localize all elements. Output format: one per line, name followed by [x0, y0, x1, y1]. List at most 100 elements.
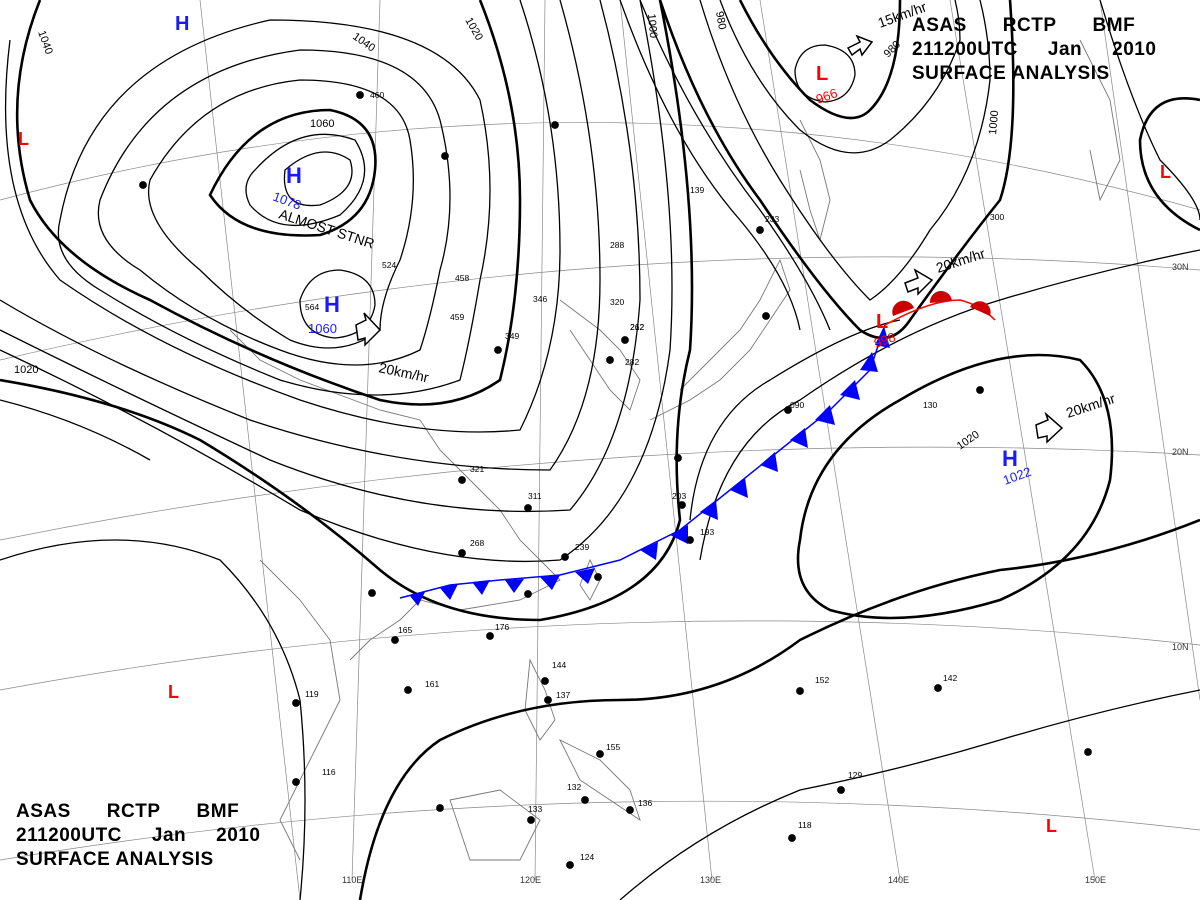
header-title-top: ASAS RCTP BMF 211200UTC Jan 2010 SURFACE ANA…	[912, 14, 1156, 86]
station-value: 564	[305, 302, 319, 312]
cold-front-line	[399, 324, 886, 599]
isobar-label: 1020	[14, 364, 38, 376]
station-value: 349	[505, 331, 519, 341]
cold-front-barb	[730, 478, 748, 498]
station-value: 458	[455, 273, 469, 283]
graticule-labels: 110E 120E 130E 140E 150E 30N 20N 10N	[342, 262, 1189, 885]
isobar-east-ne2	[1138, 97, 1200, 232]
header-agency: ASAS	[16, 801, 71, 822]
header-agency: ASAS	[912, 15, 967, 36]
station-value: 460	[370, 90, 384, 100]
station-value: 124	[580, 852, 594, 862]
coast-indochina	[259, 559, 341, 861]
warm-front-bump	[892, 300, 914, 316]
isobar-984	[719, 0, 961, 154]
stationary-note: ALMOST STNR	[277, 206, 376, 252]
header-code: BMF	[196, 801, 240, 822]
station-value: 165	[398, 625, 412, 635]
station-value: 288	[610, 240, 624, 250]
high-marker-icon: H	[286, 163, 302, 188]
coast-luzon	[524, 658, 556, 741]
station-value: 137	[556, 690, 570, 700]
coast-philippines	[558, 738, 641, 822]
header-year: 2010	[216, 825, 261, 846]
station-value: 129	[848, 770, 862, 780]
motion-arrow-icon	[846, 34, 874, 57]
low-marker-icon: L	[18, 129, 29, 149]
latitude-label: 30N	[1172, 262, 1189, 272]
parallel-10n	[0, 620, 1200, 691]
isobar-1020	[0, 0, 694, 622]
station-value: 130	[923, 400, 937, 410]
isobar-1008-north	[619, 0, 801, 331]
low-marker-icon: L	[168, 682, 179, 702]
isobar-980	[738, 0, 902, 120]
isobar-1028	[0, 0, 641, 513]
coast-japan	[649, 258, 791, 421]
station-value: 132	[567, 782, 581, 792]
station-value: 142	[943, 673, 957, 683]
isobar-label: 980	[882, 39, 903, 60]
isobar-east-ne	[1099, 0, 1200, 221]
low-value: 966	[814, 85, 840, 107]
station-value: 152	[815, 675, 829, 685]
cold-front-barb	[860, 352, 878, 372]
station-value: 311	[528, 491, 542, 501]
station-value: 282	[625, 357, 639, 367]
cold-front-barb	[790, 428, 808, 448]
isobar-1048	[57, 19, 491, 396]
parallel-20n	[0, 446, 1200, 541]
header-product: SURFACE ANALYSIS	[16, 849, 214, 870]
high-marker-icon: H	[324, 292, 340, 317]
isobar-1012-east	[689, 319, 901, 521]
station-value: 459	[450, 312, 464, 322]
parallel-40n	[0, 122, 1200, 211]
isobar-972	[794, 44, 856, 103]
coast-kamchatka	[1079, 39, 1121, 202]
isobar-1056	[148, 79, 414, 349]
longitude-label: 150E	[1085, 875, 1106, 885]
isobar-1060-small	[299, 269, 376, 339]
station-value: 116	[322, 767, 336, 777]
isobar-label: 1020	[462, 16, 485, 43]
station-value: 161	[425, 679, 439, 689]
longitude-label: 120E	[520, 875, 541, 885]
parallel-0	[0, 800, 1200, 861]
cold-front-barb	[472, 580, 490, 595]
isobar-1076	[245, 133, 366, 226]
isobar-1008	[619, 689, 1200, 900]
isobar-label: 1040	[350, 31, 377, 55]
cold-front-barb	[575, 568, 595, 584]
motion-arrow-icon	[904, 268, 934, 296]
low-marker-icon: L	[876, 311, 888, 333]
isobar-1052	[97, 49, 451, 366]
isobar-1060	[208, 108, 377, 237]
station-value: 119	[305, 689, 319, 699]
isobar-1016	[0, 539, 306, 900]
header-product: SURFACE ANALYSIS	[912, 63, 1110, 84]
isobar-label: 1000	[645, 13, 659, 38]
header-time: 211200UTC	[16, 825, 122, 846]
station-value: 320	[610, 297, 624, 307]
meridian-150e	[949, 0, 1096, 881]
high-value: 1060	[308, 321, 337, 336]
cold-front-barb	[505, 579, 524, 593]
isobar-label: 980	[713, 10, 728, 30]
motion-arrows	[355, 34, 1064, 444]
warm-front-bump	[970, 301, 991, 316]
station-value: 346	[533, 294, 547, 304]
isobar-1078-inner	[283, 151, 353, 207]
isobar-label: 1020	[955, 429, 982, 453]
station-value: 321	[470, 464, 484, 474]
cold-front-barb	[760, 452, 778, 472]
cold-front	[399, 324, 890, 606]
motion-arrow-icon	[355, 312, 382, 347]
cold-front-barb	[540, 575, 560, 590]
station-value: 212	[630, 322, 644, 332]
station-value: 155	[606, 742, 620, 752]
isobar-992	[699, 0, 991, 301]
